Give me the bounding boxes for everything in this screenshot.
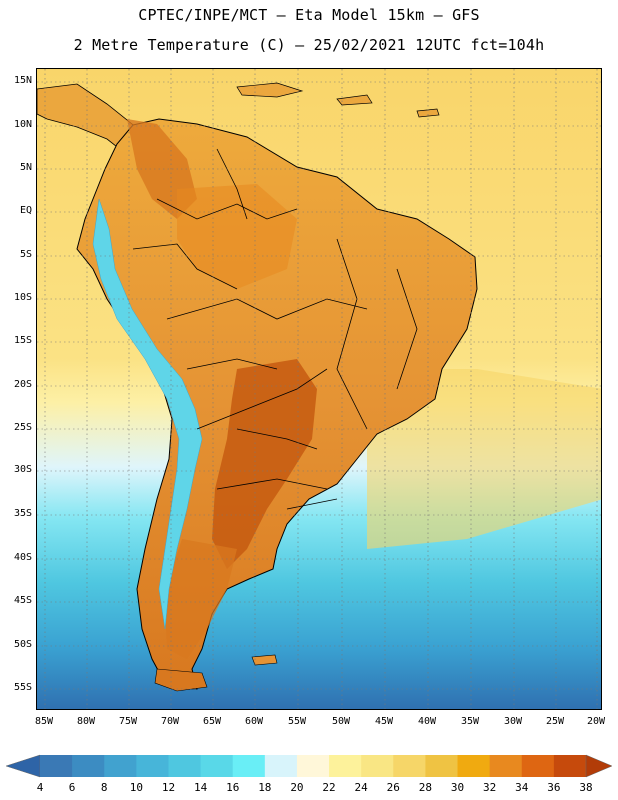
lon-label: 45W bbox=[374, 716, 394, 727]
lat-label: 40S bbox=[13, 552, 32, 563]
chart-subtitle: 2 Metre Temperature (C) – 25/02/2021 12U… bbox=[73, 36, 545, 54]
lon-label: 40W bbox=[417, 716, 437, 727]
colorbar-tick-label: 14 bbox=[193, 781, 208, 794]
lat-label: EQ bbox=[19, 205, 32, 216]
chart-title: CPTEC/INPE/MCT – Eta Model 15km – GFS bbox=[138, 6, 480, 24]
colorbar bbox=[5, 754, 613, 778]
lat-label: 15S bbox=[13, 335, 32, 346]
colorbar-tick-label: 24 bbox=[354, 781, 368, 794]
colorbar-swatch bbox=[296, 755, 330, 777]
lat-label: 15N bbox=[13, 75, 32, 86]
colorbar-swatch bbox=[136, 755, 169, 777]
lat-label: 50S bbox=[13, 639, 32, 650]
colorbar-swatch bbox=[72, 755, 105, 777]
colorbar-swatch bbox=[200, 755, 234, 777]
lat-label: 10S bbox=[13, 292, 32, 303]
colorbar-tick-label: 16 bbox=[226, 781, 240, 794]
hot-core-region bbox=[212, 359, 317, 569]
lon-label: 85W bbox=[34, 716, 54, 727]
colorbar-swatch bbox=[553, 755, 587, 777]
colorbar-tick-label: 32 bbox=[483, 781, 497, 794]
colorbar-tick-label: 18 bbox=[258, 781, 272, 794]
falkland-islands bbox=[251, 654, 278, 666]
colorbar-tick-label: 36 bbox=[547, 781, 561, 794]
colorbar-swatch bbox=[489, 755, 523, 777]
lon-label: 35W bbox=[460, 716, 480, 727]
lat-label: 30S bbox=[13, 464, 32, 475]
lon-label: 75W bbox=[118, 716, 138, 727]
colorbar-tick-label: 30 bbox=[450, 781, 465, 794]
colorbar-swatch bbox=[521, 755, 555, 777]
lon-label: 65W bbox=[202, 716, 222, 727]
colorbar-tick-label: 28 bbox=[418, 781, 433, 794]
temperature-map bbox=[37, 69, 601, 709]
lon-label: 20W bbox=[586, 716, 606, 727]
lat-label: 5N bbox=[19, 162, 32, 173]
atlantic-warm-band bbox=[367, 369, 601, 549]
colorbar-swatch bbox=[104, 755, 137, 777]
colorbar-tick-label: 4 bbox=[36, 781, 44, 794]
country-borders bbox=[132, 148, 418, 510]
lat-label: 55S bbox=[13, 682, 32, 693]
colorbar-tick-label: 22 bbox=[322, 781, 336, 794]
colorbar-swatch bbox=[425, 755, 459, 777]
lon-label: 30W bbox=[503, 716, 523, 727]
colorbar-tick-label: 26 bbox=[386, 781, 400, 794]
colorbar-swatch bbox=[232, 755, 266, 777]
map-panel bbox=[36, 68, 602, 710]
lon-label: 80W bbox=[76, 716, 96, 727]
patagonia-warm bbox=[165, 539, 237, 659]
lon-label: 50W bbox=[331, 716, 351, 727]
lat-label: 10N bbox=[13, 119, 32, 130]
andes-cold-strip bbox=[92, 198, 203, 630]
lon-label: 70W bbox=[160, 716, 180, 727]
warm-amazon-region bbox=[177, 184, 297, 289]
colorbar-tick-label: 12 bbox=[161, 781, 176, 794]
colorbar-tick-label: 10 bbox=[129, 781, 143, 794]
colorbar-tick-label: 34 bbox=[515, 781, 529, 794]
colorbar-swatch bbox=[40, 755, 73, 777]
colorbar-swatch bbox=[264, 755, 298, 777]
colorbar-swatch bbox=[168, 755, 202, 777]
lon-label: 55W bbox=[287, 716, 307, 727]
lon-label: 25W bbox=[545, 716, 565, 727]
colorbar-tick-label: 20 bbox=[290, 781, 304, 794]
colorbar-under-arrow bbox=[5, 754, 41, 778]
tierra-del-fuego bbox=[154, 668, 208, 692]
colorbar-swatch bbox=[457, 755, 491, 777]
lat-label: 35S bbox=[13, 508, 32, 519]
lat-label: 25S bbox=[13, 422, 32, 433]
lat-label: 20S bbox=[13, 379, 32, 390]
colorbar-swatch bbox=[393, 755, 426, 777]
colorbar-swatch bbox=[329, 755, 362, 777]
lat-label: 45S bbox=[13, 595, 32, 606]
caribbean-islands bbox=[236, 82, 440, 118]
colorbar-swatch bbox=[361, 755, 394, 777]
colorbar-tick-label: 8 bbox=[100, 781, 108, 794]
colorbar-tick-label: 6 bbox=[68, 781, 76, 794]
lon-label: 60W bbox=[244, 716, 264, 727]
lat-label: 5S bbox=[19, 249, 32, 260]
colorbar-over-arrow bbox=[585, 754, 613, 778]
colorbar-tick-label: 38 bbox=[579, 781, 593, 794]
